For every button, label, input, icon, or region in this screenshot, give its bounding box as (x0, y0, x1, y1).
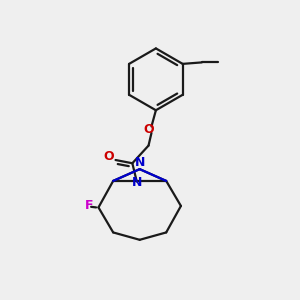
Text: F: F (85, 200, 93, 212)
Text: N: N (134, 156, 145, 169)
Text: O: O (144, 124, 154, 136)
Text: O: O (103, 150, 114, 163)
Text: N: N (132, 176, 142, 190)
